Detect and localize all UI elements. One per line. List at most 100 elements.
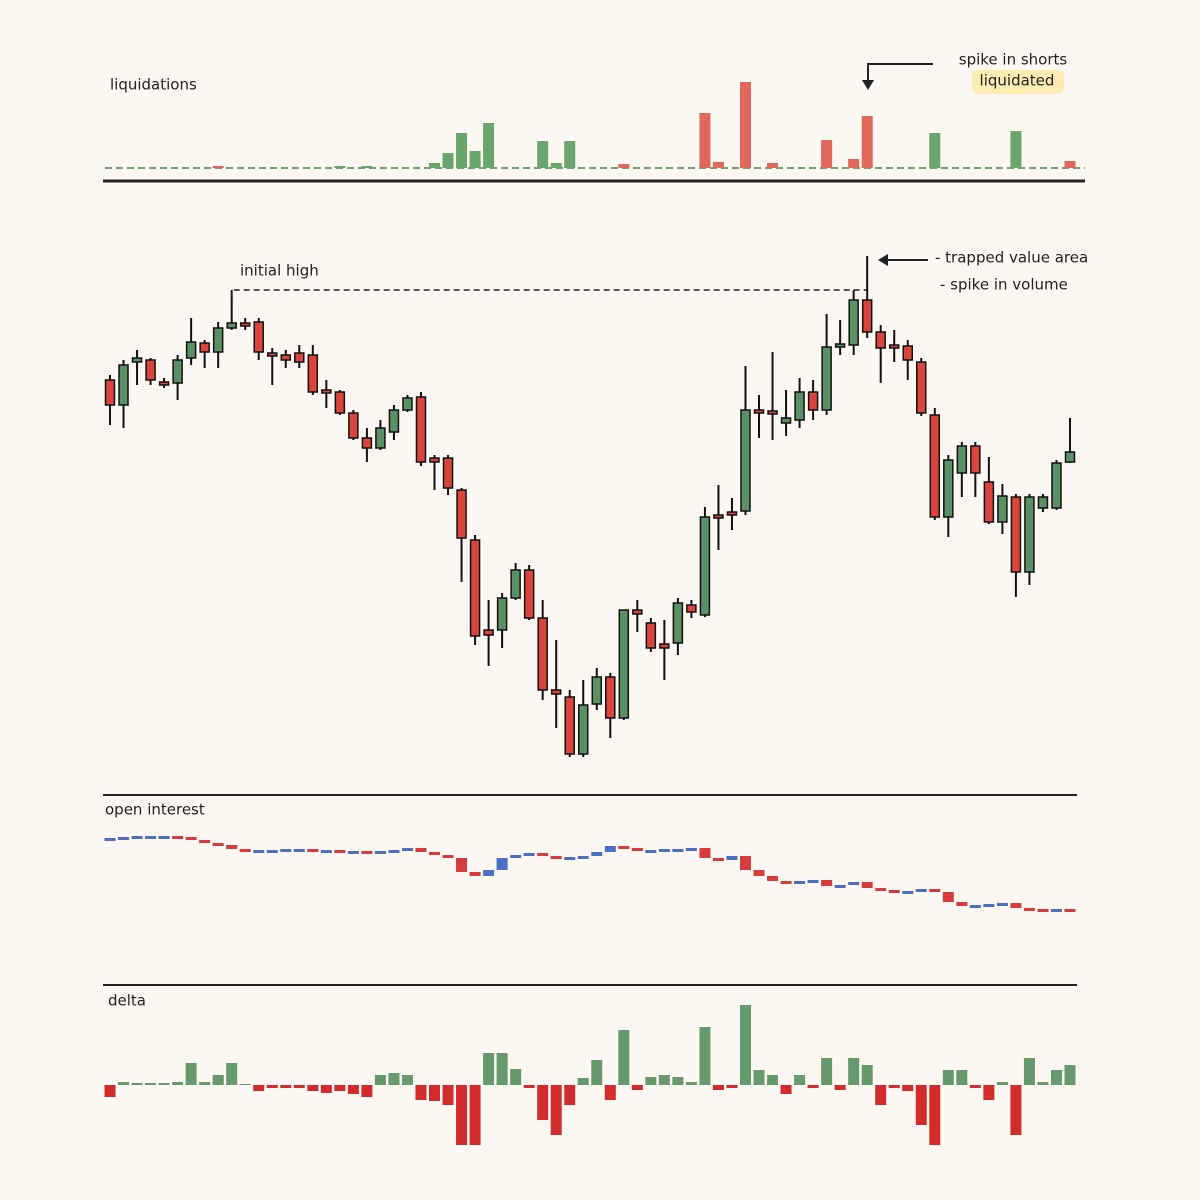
candle-body (672, 602, 684, 644)
candle-body (429, 457, 440, 463)
bar (537, 141, 549, 168)
candle-body (456, 858, 468, 872)
candle-body (510, 855, 522, 858)
candle-body (902, 891, 914, 894)
reference-line (230, 289, 868, 298)
candle-body (280, 354, 292, 361)
candle-body (239, 322, 251, 327)
candle-body (915, 889, 927, 892)
panel-title: delta (108, 992, 146, 1010)
candle-body (659, 643, 670, 649)
candle-body (929, 889, 941, 892)
bar (320, 1085, 332, 1093)
candle-body (429, 852, 441, 855)
bar (239, 1084, 251, 1085)
bar (888, 1085, 900, 1088)
candle-body (861, 299, 873, 333)
candle-body (834, 885, 846, 888)
candle-body (645, 622, 657, 649)
candle-body (415, 848, 427, 852)
bar (983, 1085, 995, 1100)
candle-body (807, 391, 819, 411)
bar (456, 1085, 468, 1145)
candle-body (456, 489, 467, 539)
bar (469, 151, 481, 168)
candle-body (550, 856, 562, 859)
bar (875, 1085, 887, 1105)
candle-body (442, 457, 454, 489)
candle-body (185, 837, 197, 840)
candle-body (537, 617, 548, 691)
candle-body (632, 609, 643, 615)
candle-body (618, 609, 630, 719)
candle-body (740, 409, 751, 512)
bar (1050, 1070, 1062, 1085)
candle-body (888, 344, 900, 349)
liquidations-panel: liquidations spike in shorts liquidated (103, 51, 1085, 183)
candle-body (469, 539, 481, 637)
candle-body (496, 858, 508, 870)
annotation: - spike in volume (940, 276, 1068, 294)
candle-body (469, 872, 481, 876)
bar (334, 166, 346, 168)
bar (199, 1082, 211, 1085)
candle-body (577, 704, 589, 755)
candle-body (294, 352, 305, 363)
arrow-head (862, 80, 874, 90)
bar (429, 163, 441, 168)
bar (712, 162, 724, 168)
candle-body (1010, 903, 1022, 908)
candle-body (226, 845, 238, 849)
candle-body (564, 857, 576, 860)
candle-body (591, 676, 603, 705)
candle-body (253, 321, 264, 353)
candle-body (402, 397, 413, 411)
bar (807, 1085, 819, 1088)
annotation: spike in shorts (959, 51, 1068, 69)
candle-body (1051, 462, 1062, 509)
candle-body (388, 850, 400, 853)
panel-title: open interest (105, 801, 205, 819)
candle-body (794, 881, 806, 884)
bar (794, 1075, 806, 1085)
delta-panel: delta (104, 992, 1076, 1145)
bar (739, 82, 751, 168)
candle-body (712, 858, 724, 861)
bar (996, 1082, 1008, 1085)
candle-body (118, 837, 130, 840)
candle-body (1050, 909, 1062, 912)
highlight (972, 70, 1064, 94)
candle-body (374, 851, 386, 854)
candle-body (266, 850, 278, 853)
candle-body (1064, 909, 1076, 912)
candle-body (199, 342, 210, 353)
arrow-head (878, 254, 888, 266)
candle-body (956, 445, 968, 474)
candle-body (699, 516, 711, 616)
bar (712, 1085, 724, 1090)
annotation: - trapped value area (935, 249, 1088, 267)
candle-body (686, 604, 697, 613)
bar (942, 1070, 954, 1085)
candle-body (821, 346, 832, 411)
candle-body (131, 357, 143, 363)
bar (483, 1053, 495, 1085)
candle-body (605, 676, 616, 719)
candle-body (104, 838, 116, 841)
bar (821, 1058, 833, 1085)
candle-body (158, 836, 170, 839)
bar (1037, 1082, 1049, 1085)
candle-body (158, 381, 170, 386)
candle-body (1024, 496, 1035, 573)
candle-body (523, 569, 535, 619)
bar (401, 1075, 413, 1085)
candle-body (1037, 909, 1049, 912)
candle-body (280, 849, 292, 852)
bar (429, 1085, 441, 1101)
bar (469, 1085, 481, 1145)
candle-body (388, 409, 400, 433)
candle-body (550, 689, 562, 695)
candle-body (1010, 496, 1022, 573)
bar (591, 1060, 603, 1085)
candle-body (537, 853, 549, 856)
